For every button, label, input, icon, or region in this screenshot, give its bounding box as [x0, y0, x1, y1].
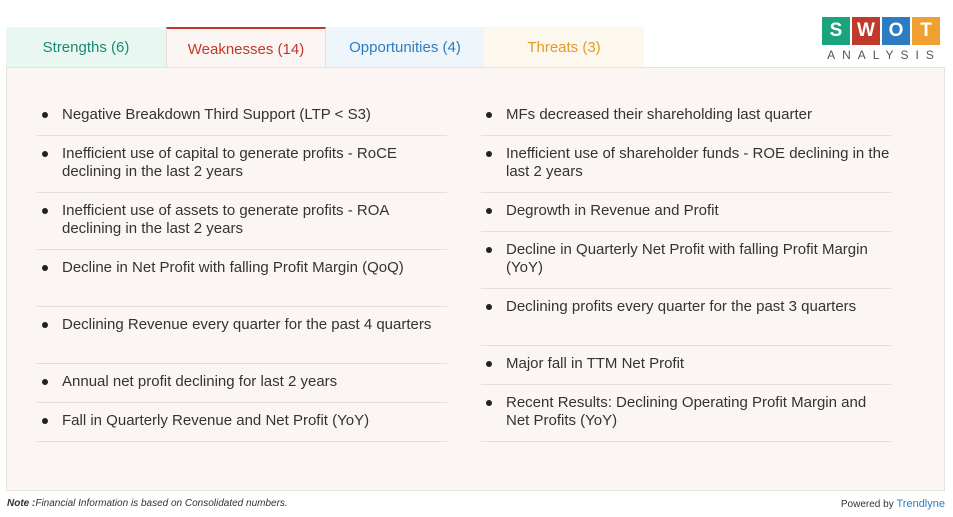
weakness-item: Decline in Quarterly Net Profit with fal… [481, 232, 891, 289]
weaknesses-left-column: Negative Breakdown Third Support (LTP < … [37, 97, 447, 442]
weakness-item: Inefficient use of shareholder funds - R… [481, 136, 891, 193]
logo-letter-o: O [882, 17, 910, 45]
weakness-item: Declining profits every quarter for the … [481, 289, 891, 346]
weakness-item: Recent Results: Declining Operating Prof… [481, 385, 891, 442]
weakness-item: Declining Revenue every quarter for the … [37, 307, 447, 364]
swot-tabs: Strengths (6) Weaknesses (14) Opportunit… [6, 27, 644, 69]
note-label: Note : [7, 498, 36, 509]
footer-note: Note :Financial Information is based on … [7, 498, 288, 509]
tab-threats[interactable]: Threats (3) [484, 27, 644, 68]
swot-analysis-logo: S W O T ANALYSIS [822, 17, 942, 63]
tab-opportunities[interactable]: Opportunities (4) [326, 27, 484, 68]
weakness-item: Decline in Net Profit with falling Profi… [37, 250, 447, 307]
weakness-item: Fall in Quarterly Revenue and Net Profit… [37, 403, 447, 442]
tab-weaknesses[interactable]: Weaknesses (14) [166, 27, 326, 69]
powered-by: Powered by Trendlyne [841, 498, 945, 510]
powered-by-label: Powered by [840, 499, 897, 510]
logo-letter-w: W [852, 17, 880, 45]
tab-strengths[interactable]: Strengths (6) [6, 27, 166, 68]
weakness-item: Inefficient use of capital to generate p… [37, 136, 447, 193]
weakness-item: Degrowth in Revenue and Profit [481, 193, 891, 232]
trendlyne-link[interactable]: Trendlyne [896, 498, 945, 510]
weakness-item: Inefficient use of assets to generate pr… [37, 193, 447, 250]
logo-subtitle: ANALYSIS [827, 48, 941, 62]
weaknesses-right-column: MFs decreased their shareholding last qu… [481, 97, 891, 442]
weakness-item: Negative Breakdown Third Support (LTP < … [37, 97, 447, 136]
weakness-item: Annual net profit declining for last 2 y… [37, 364, 447, 403]
logo-letter-t: T [912, 17, 940, 45]
weakness-item: MFs decreased their shareholding last qu… [481, 97, 891, 136]
weaknesses-panel: Negative Breakdown Third Support (LTP < … [6, 67, 945, 491]
logo-letter-s: S [822, 17, 850, 45]
weakness-item: Major fall in TTM Net Profit [481, 346, 891, 385]
note-text: Financial Information is based on Consol… [35, 498, 288, 509]
